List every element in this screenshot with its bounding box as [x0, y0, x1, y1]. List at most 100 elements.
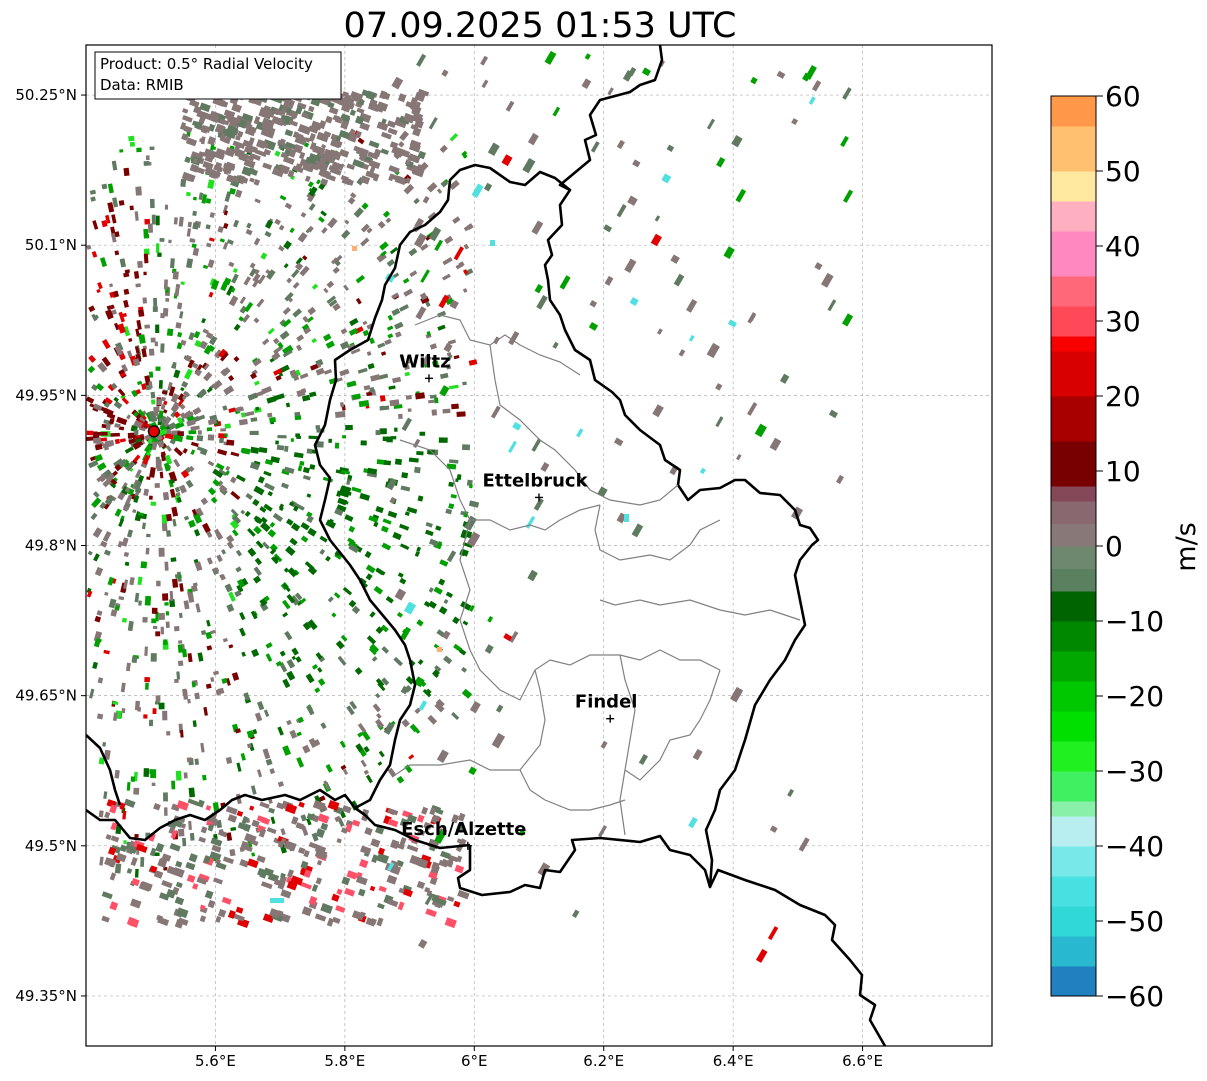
velocity-echo — [842, 87, 852, 100]
velocity-echo — [91, 383, 99, 392]
velocity-echo — [239, 296, 247, 305]
velocity-echo — [173, 434, 184, 443]
velocity-echo — [234, 189, 243, 198]
velocity-echo — [92, 661, 98, 670]
velocity-echo — [404, 764, 413, 774]
velocity-echo — [380, 351, 387, 356]
velocity-echo — [531, 220, 544, 235]
velocity-echo — [311, 884, 319, 893]
velocity-echo — [204, 168, 215, 177]
velocity-echo — [394, 458, 403, 466]
velocity-echo — [241, 112, 254, 122]
lat-tick-label: 50.1°N — [25, 236, 77, 254]
velocity-echo — [387, 898, 399, 908]
velocity-echo — [192, 720, 197, 728]
velocity-echo — [159, 424, 167, 432]
velocity-echo — [311, 337, 317, 344]
velocity-echo — [259, 506, 267, 513]
velocity-echo — [361, 89, 369, 97]
velocity-echo — [417, 828, 426, 836]
velocity-echo — [293, 144, 304, 154]
velocity-echo — [254, 269, 260, 275]
velocity-echo — [325, 115, 333, 124]
velocity-echo — [392, 376, 402, 384]
colorbar-segment — [1051, 201, 1096, 232]
velocity-echo — [243, 276, 252, 286]
velocity-echo — [147, 437, 154, 445]
colorbar-segment — [1051, 876, 1096, 907]
velocity-echo — [283, 567, 290, 573]
velocity-echo — [405, 394, 412, 400]
velocity-echo — [339, 341, 350, 350]
velocity-echo — [110, 822, 118, 831]
velocity-echo — [179, 121, 187, 130]
velocity-echo — [107, 846, 117, 856]
velocity-echo — [747, 312, 757, 324]
velocity-echo — [242, 139, 254, 149]
velocity-echo — [247, 527, 256, 537]
velocity-echo — [286, 518, 294, 526]
velocity-echo — [103, 549, 111, 556]
velocity-echo — [131, 389, 138, 398]
velocity-echo — [422, 688, 432, 698]
velocity-echo — [332, 916, 341, 924]
velocity-echo — [192, 210, 197, 217]
velocity-echo — [210, 837, 223, 847]
velocity-echo — [253, 566, 262, 576]
velocity-echo — [203, 706, 208, 716]
velocity-echo — [190, 449, 196, 456]
velocity-echo — [104, 811, 111, 819]
velocity-echo — [197, 430, 202, 435]
velocity-echo — [226, 603, 235, 613]
velocity-echo — [223, 222, 229, 229]
velocity-echo — [134, 346, 140, 354]
velocity-echo — [346, 870, 358, 880]
velocity-echo — [286, 719, 292, 726]
velocity-echo — [282, 678, 291, 689]
velocity-echo — [201, 317, 206, 324]
velocity-echo — [309, 363, 319, 371]
velocity-echo — [812, 80, 822, 92]
velocity-echo — [589, 300, 598, 308]
velocity-echo — [107, 183, 114, 194]
velocity-echo — [432, 669, 440, 678]
velocity-echo — [117, 540, 123, 548]
velocity-echo — [186, 419, 196, 427]
velocity-echo — [164, 454, 173, 465]
velocity-echo — [417, 659, 424, 665]
velocity-echo — [315, 828, 326, 839]
velocity-echo — [840, 135, 849, 148]
lat-tick-label: 49.35°N — [15, 987, 77, 1005]
velocity-echo — [363, 769, 369, 775]
velocity-echo — [294, 415, 302, 421]
velocity-echo — [332, 303, 341, 312]
velocity-echo — [161, 514, 168, 524]
velocity-echo — [335, 905, 346, 913]
velocity-echo — [534, 283, 544, 294]
velocity-echo — [791, 118, 799, 126]
velocity-echo — [103, 649, 110, 655]
velocity-echo — [416, 53, 427, 67]
velocity-echo — [215, 147, 226, 156]
velocity-echo — [264, 230, 272, 238]
velocity-echo — [755, 948, 768, 963]
velocity-echo — [452, 616, 460, 625]
velocity-echo — [349, 700, 358, 710]
velocity-echo — [297, 465, 303, 472]
velocity-echo — [297, 716, 304, 724]
velocity-echo — [367, 101, 380, 113]
velocity-echo — [469, 604, 475, 612]
velocity-echo — [399, 130, 410, 142]
velocity-echo — [302, 466, 310, 474]
velocity-echo — [225, 756, 233, 764]
velocity-echo — [842, 189, 854, 203]
velocity-echo — [382, 210, 391, 218]
velocity-echo — [272, 555, 280, 563]
velocity-echo — [179, 403, 186, 410]
velocity-echo — [357, 888, 366, 897]
velocity-echo — [170, 557, 177, 563]
velocity-echo — [180, 339, 187, 346]
velocity-echo — [327, 101, 335, 109]
